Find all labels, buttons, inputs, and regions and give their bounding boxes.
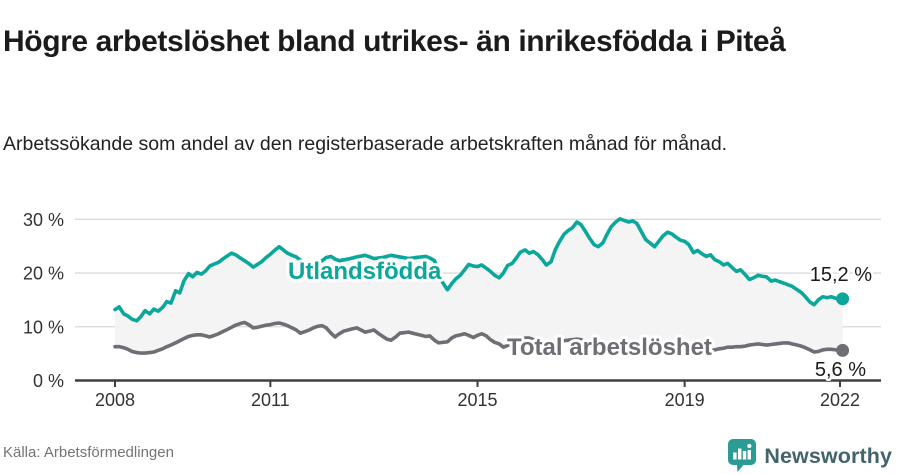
between-series-fill — [115, 218, 843, 354]
series-label-total: Total arbetslöshet — [507, 334, 712, 361]
x-tick-label: 2022 — [820, 390, 860, 410]
newsworthy-badge-icon — [728, 439, 757, 472]
x-tick-label: 2008 — [95, 390, 135, 410]
y-tick-label: 0 % — [33, 371, 64, 391]
end-value-label-utlandsfodda: 15,2 % — [810, 264, 872, 286]
newsworthy-wordmark: Newsworthy — [764, 443, 892, 468]
y-tick-label: 30 % — [23, 210, 64, 230]
newsworthy-logo: Newsworthy — [728, 438, 892, 474]
series-line-total — [113, 320, 845, 355]
end-value-label-total: 5,6 % — [815, 359, 866, 381]
chart-subtitle: Arbetssökande som andel av den registerb… — [3, 132, 728, 155]
series-end-dot-utlandsfodda — [836, 292, 850, 306]
x-tick-label: 2015 — [457, 390, 497, 410]
unemployment-line-chart: 2008 2011 2015 2019 2022 0 % 10 % 20 % 30 % Utlan… — [23, 210, 881, 410]
source-note: Källa: Arbetsförmedlingen — [3, 444, 174, 461]
x-tick-label: 2011 — [251, 390, 290, 410]
series-label-utlandsfodda: Utlandsfödda — [288, 258, 442, 285]
series-line-utlandsfodda — [113, 216, 845, 323]
page-title: Högre arbetslöshet bland utrikes- än inr… — [3, 25, 786, 59]
y-tick-label: 10 % — [23, 317, 64, 337]
series-end-dot-total — [836, 343, 850, 357]
y-tick-label: 20 % — [23, 264, 64, 284]
x-tick-label: 2019 — [665, 390, 705, 410]
